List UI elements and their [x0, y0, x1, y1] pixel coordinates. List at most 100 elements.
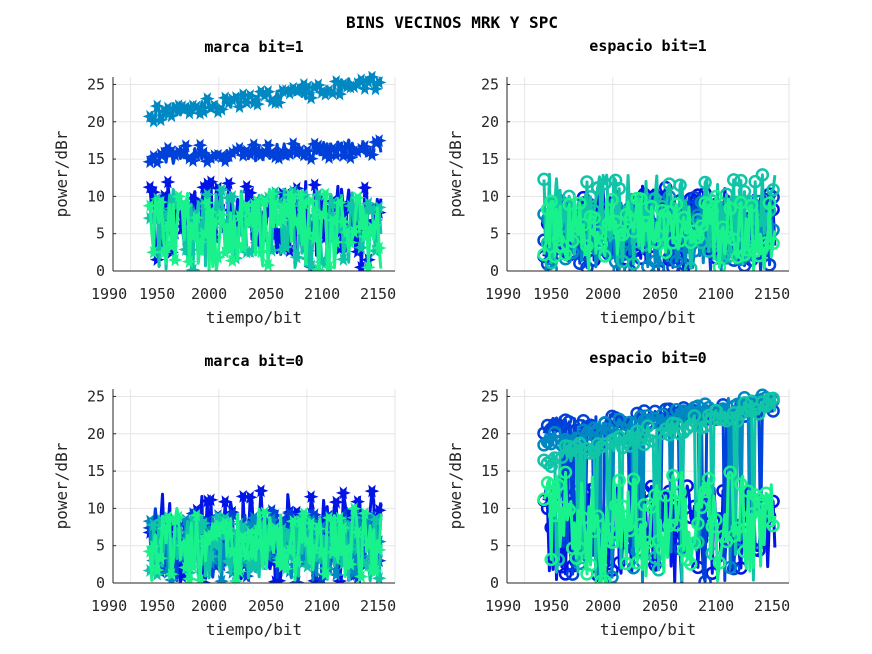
data-point [196, 226, 212, 240]
y-tick-label: 20 [481, 425, 499, 443]
data-point [658, 245, 673, 260]
data-point [282, 146, 298, 160]
data-point [339, 225, 355, 239]
data-point [633, 517, 648, 532]
data-point [214, 183, 230, 197]
data-point [555, 500, 569, 515]
data-point [314, 207, 330, 221]
data-point [332, 87, 348, 101]
series-group [142, 71, 387, 271]
x-tick-label: 2100 [304, 285, 340, 303]
data-point [766, 236, 780, 251]
data-point [651, 228, 666, 243]
x-tick-label: 2150 [360, 285, 396, 303]
data-point [626, 431, 641, 446]
x-tick-label: 1950 [139, 597, 175, 615]
data-point [637, 498, 651, 512]
series-line-bin5 [148, 191, 383, 271]
data-point [217, 495, 233, 509]
y-tick-label: 10 [87, 187, 105, 205]
data-point [698, 175, 712, 190]
data-point [537, 492, 551, 507]
data-point [271, 574, 287, 583]
data-point [235, 489, 251, 503]
data-point [300, 534, 315, 548]
data-point [300, 80, 315, 94]
data-point [335, 521, 351, 535]
data-point [156, 522, 172, 535]
panel-marca1: marca bit=1 0 5 10 15 20 25 1990 1950 2000 2050 210… [52, 38, 396, 327]
data-point [307, 232, 323, 246]
data-point [178, 139, 194, 153]
data-point [357, 181, 373, 195]
data-point [346, 502, 362, 516]
data-point [666, 468, 680, 483]
data-point [303, 91, 319, 105]
data-point [357, 230, 373, 244]
data-point [608, 498, 623, 513]
y-tick-label: 5 [490, 225, 499, 243]
panel-espacio1: espacio bit=1 0 5 10 15 20 25 1990 1950 2000 2050 2… [446, 37, 790, 327]
data-point [171, 510, 187, 524]
data-point [317, 567, 333, 581]
y-axis-label: power/dBr [446, 442, 465, 529]
x-tick-label: 2100 [698, 285, 734, 303]
data-point [744, 198, 759, 213]
data-point [289, 215, 305, 228]
data-point [709, 189, 723, 204]
x-tick-label: 1990 [485, 597, 521, 615]
data-point [249, 97, 265, 111]
data-point [576, 511, 591, 526]
data-point [766, 518, 780, 533]
data-point [759, 486, 773, 501]
data-point [723, 465, 737, 479]
data-point [189, 148, 204, 162]
data-point [601, 217, 616, 231]
data-point [214, 102, 230, 116]
data-point [669, 254, 684, 269]
data-point [149, 563, 165, 577]
data-point [726, 232, 741, 247]
x-axis-label: tiempo/bit [206, 620, 302, 639]
x-tick-label: 2150 [754, 285, 790, 303]
data-point [364, 148, 380, 162]
data-point [164, 239, 179, 253]
data-point [368, 218, 383, 232]
x-axis-label: tiempo/bit [206, 308, 302, 327]
data-point [730, 521, 745, 535]
data-point [332, 511, 348, 525]
series-line-bin5 [542, 470, 777, 583]
x-tick-label: 1990 [485, 285, 521, 303]
x-tick-label: 2000 [191, 597, 227, 615]
data-point [146, 539, 162, 553]
y-axis-label: power/dBr [52, 442, 71, 529]
data-point [766, 183, 780, 197]
data-point [590, 509, 605, 523]
data-point [317, 187, 333, 201]
data-point [343, 199, 358, 213]
data-point [558, 247, 573, 262]
y-tick-label: 25 [481, 387, 499, 405]
data-point [253, 245, 269, 259]
data-point [684, 261, 698, 271]
data-point [648, 235, 662, 249]
data-point [278, 562, 294, 576]
data-point [339, 542, 355, 556]
data-point [565, 567, 580, 581]
data-point [267, 197, 283, 211]
data-point [325, 545, 341, 559]
x-tick-label: 2050 [248, 597, 284, 615]
data-point [189, 211, 204, 225]
data-point [350, 495, 366, 509]
data-point [741, 484, 755, 498]
x-tick-label: 2100 [698, 597, 734, 615]
data-point [551, 552, 566, 567]
data-point [691, 516, 705, 531]
figure-title: BINS VECINOS MRK Y SPC [346, 13, 558, 32]
data-point [310, 263, 326, 271]
y-tick-label: 5 [96, 537, 105, 555]
x-tick-label: 1950 [533, 597, 569, 615]
data-point [146, 114, 162, 128]
data-point [206, 214, 222, 228]
